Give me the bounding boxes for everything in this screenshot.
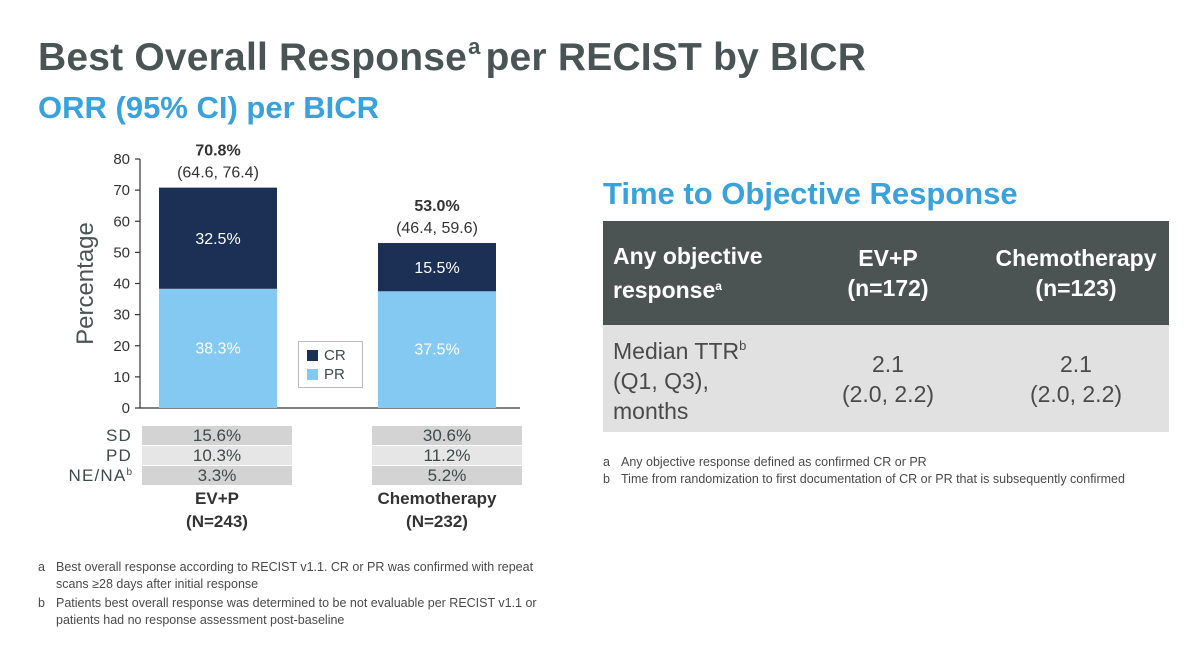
arm-n-evp: (N=243) [186, 512, 248, 531]
stat-label-nena: NE/NAb [68, 466, 132, 485]
arm-label-chemo: Chemotherapy (N=232) [337, 487, 537, 533]
legend-item-cr: CR [307, 348, 346, 364]
bar-pr-1 [378, 291, 496, 408]
stat-pd-chemo: 11.2% [372, 446, 522, 465]
orr-stacked-bar-chart: 0 10 20 30 40 50 60 70 80 Percentage 38.3% 32.5% 70.… [72, 143, 520, 417]
tor-title: Time to Objective Response [603, 176, 1018, 211]
y-tick-label-20: 20 [113, 338, 130, 355]
y-axis-title: Percentage [72, 222, 99, 345]
total-label-1: 53.0% [414, 198, 459, 215]
stat-nena-chemo: 5.2% [372, 466, 522, 485]
y-tick-label-60: 60 [113, 213, 130, 230]
arm-label-evp: EV+P (N=243) [117, 487, 317, 533]
arm-name-evp: EV+P [195, 489, 239, 508]
ci-label-1: (46.4, 59.6) [396, 220, 478, 237]
footnote-left-b: b Patients best overall response was det… [38, 596, 537, 627]
stat-label-pd: PD [105, 446, 132, 465]
bar-cr-0 [159, 187, 277, 289]
orr-subtitle: ORR (95% CI) per BICR [38, 90, 380, 125]
tor-data-row: Median TTRb (Q1, Q3), months 2.1 (2.0, 2.2)… [603, 325, 1169, 432]
stat-nena-evp: 3.3% [142, 466, 292, 485]
stat-pd-evp: 10.3% [142, 446, 292, 465]
tor-row-label: Median TTRb (Q1, Q3), months [603, 325, 793, 432]
bar-pr-0 [159, 288, 277, 408]
tor-header-row: Any objective responsea EV+P (n=172) Chem… [603, 221, 1169, 325]
tor-table: Any objective responsea EV+P (n=172) Chem… [603, 221, 1169, 432]
tor-value-chemo: 2.1 (2.0, 2.2) [983, 325, 1169, 432]
tor-header-response: Any objective responsea [603, 221, 793, 325]
legend-label-cr: CR [324, 347, 346, 364]
bar-cr-1 [378, 243, 496, 292]
page-title: Best Overall Responsea per RECIST by BICR [38, 34, 867, 79]
tor-header-chemo: Chemotherapy (n=123) [983, 221, 1169, 325]
stat-row-nena: NE/NAb 3.3% 5.2% [68, 466, 522, 485]
stat-label-sd: SD [105, 426, 132, 445]
footnote-left-a: a Best overall response according to REC… [38, 560, 534, 591]
y-tick-label-80: 80 [113, 151, 130, 168]
ci-label-0: (64.6, 76.4) [177, 165, 259, 182]
arm-name-chemo: Chemotherapy [377, 489, 497, 508]
total-label-0: 70.8% [195, 143, 240, 160]
legend-swatch-pr [307, 369, 318, 380]
tor-header-evp: EV+P (n=172) [793, 221, 983, 325]
stat-row-pd: PD 10.3% 11.2% [106, 446, 522, 465]
y-tick-label-10: 10 [113, 369, 130, 386]
stat-sd-chemo: 30.6% [372, 426, 522, 445]
tor-value-evp: 2.1 (2.0, 2.2) [793, 325, 983, 432]
chart-legend: CR PR [298, 341, 363, 388]
y-tick-label-40: 40 [113, 276, 130, 293]
y-tick-label-50: 50 [113, 244, 130, 261]
legend-label-pr: PR [324, 366, 345, 383]
legend-swatch-cr [307, 350, 318, 361]
footnote-right-a: a Any objective response defined as conf… [603, 455, 927, 469]
bar-label-cr-1: 15.5% [414, 260, 459, 277]
bar-label-cr-0: 32.5% [195, 231, 240, 248]
y-tick-label-0: 0 [122, 400, 130, 417]
bar-label-pr-1: 37.5% [414, 342, 459, 359]
stat-sd-evp: 15.6% [142, 426, 292, 445]
arm-n-chemo: (N=232) [406, 512, 468, 531]
y-tick-label-30: 30 [113, 307, 130, 324]
stat-row-sd: SD 15.6% 30.6% [106, 426, 522, 445]
bar-label-pr-0: 38.3% [195, 340, 240, 357]
footnote-right-b: b Time from randomization to first docum… [603, 472, 1125, 486]
y-tick-label-70: 70 [113, 182, 130, 199]
legend-item-pr: PR [307, 367, 345, 383]
